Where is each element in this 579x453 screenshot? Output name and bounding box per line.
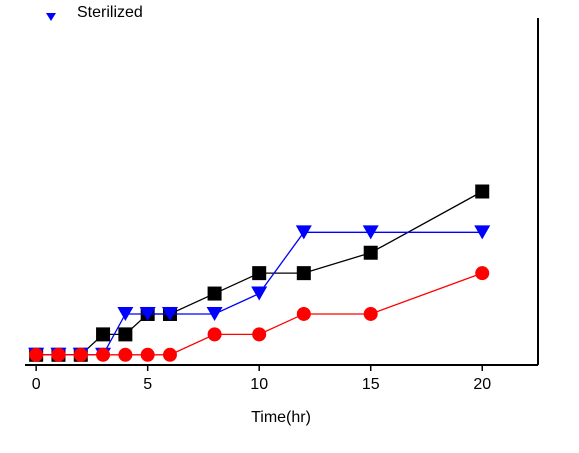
data-point (118, 327, 133, 342)
x-tick-label: 15 (362, 376, 380, 393)
x-tick-label: 10 (250, 376, 268, 393)
data-point (296, 266, 311, 281)
x-axis-label: Time(hr) (251, 409, 311, 426)
data-point (475, 266, 490, 281)
x-tick-label: 20 (473, 376, 491, 393)
data-point (474, 225, 491, 240)
data-point (140, 347, 155, 362)
series-line (36, 272, 483, 356)
data-point (118, 347, 133, 362)
x-tick-label: 5 (143, 376, 152, 393)
data-point (363, 245, 378, 260)
data-point (207, 327, 222, 342)
data-point (96, 327, 111, 342)
data-point (207, 286, 222, 301)
data-point (29, 347, 44, 362)
data-point (162, 347, 177, 362)
legend-marker (46, 13, 56, 21)
data-point (363, 306, 378, 321)
data-point (362, 225, 379, 240)
data-point (295, 225, 312, 240)
x-tick-label: 0 (32, 376, 41, 393)
legend-label: Sterilized (77, 4, 143, 21)
data-point (73, 347, 88, 362)
data-point (252, 327, 267, 342)
data-point (161, 306, 178, 321)
data-point (51, 347, 66, 362)
data-point (96, 347, 111, 362)
data-point (251, 286, 268, 301)
data-point (296, 306, 311, 321)
data-point (206, 306, 223, 321)
data-point (117, 306, 134, 321)
data-point (139, 306, 156, 321)
data-point (475, 184, 490, 199)
data-point (252, 266, 267, 281)
